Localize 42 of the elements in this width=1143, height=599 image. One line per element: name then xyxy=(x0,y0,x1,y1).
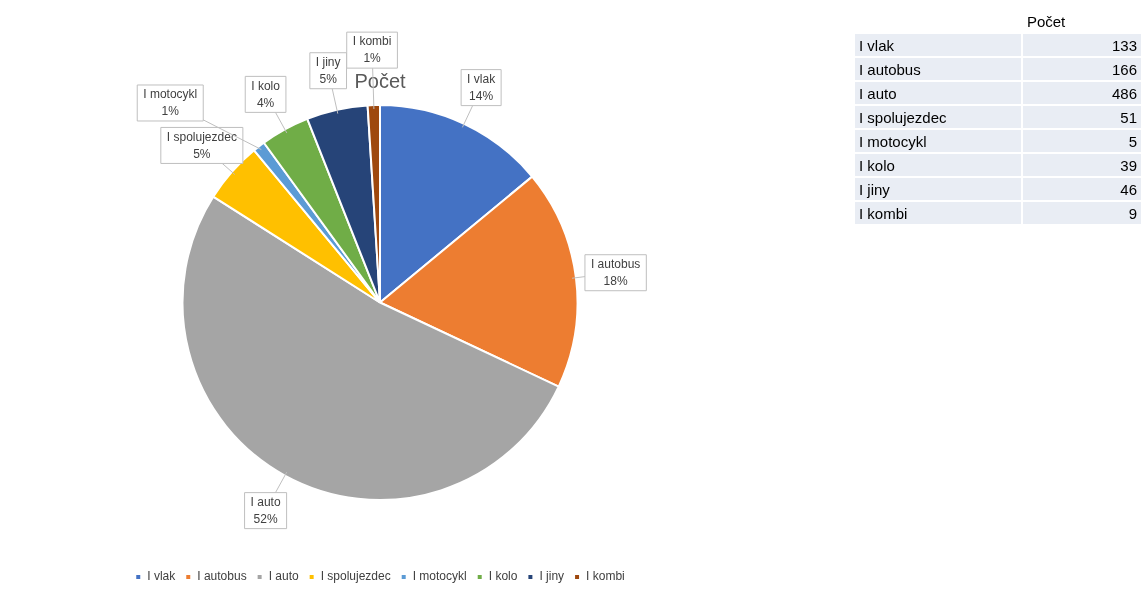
text: Počet xyxy=(354,69,407,92)
data-label: 486 xyxy=(1021,81,1142,105)
data-label: 5% xyxy=(193,146,211,161)
data-label: 14% xyxy=(469,88,494,103)
legend-label: I jiny xyxy=(539,569,565,584)
slice-label: I vlak xyxy=(467,71,497,86)
legend-label: I kolo xyxy=(488,569,518,584)
category-label: I vlak xyxy=(855,33,1022,57)
data-label: 18% xyxy=(603,274,628,289)
data-label: 39 xyxy=(1021,153,1142,177)
data-label: 4% xyxy=(256,95,275,110)
category-label: I autobus xyxy=(855,57,1022,81)
data-label: 51 xyxy=(1021,105,1142,129)
slice-label: I motocykl xyxy=(143,87,198,102)
data-label: 166 xyxy=(1021,57,1142,81)
data-label: 5 xyxy=(1021,129,1142,153)
data-label: 1% xyxy=(161,104,180,119)
category-label: I kolo xyxy=(855,153,1022,177)
category-label: I spolujezdec xyxy=(855,105,1022,129)
data-label: 5% xyxy=(319,72,338,87)
category-label: I jiny xyxy=(855,177,1022,201)
legend-label: I kombi xyxy=(586,569,625,584)
data-label: 9 xyxy=(1021,201,1142,225)
category-label: I kombi xyxy=(855,201,1022,225)
text: Počet xyxy=(1021,10,1142,33)
slice-label: I auto xyxy=(250,494,281,509)
slice-label: I kolo xyxy=(251,78,281,93)
slice-label: I jiny xyxy=(315,55,341,70)
data-label: 52% xyxy=(253,511,278,526)
slice-label: I autobus xyxy=(590,257,641,272)
legend-label: I spolujezdec xyxy=(320,569,391,584)
category-label: I auto xyxy=(855,81,1022,105)
legend-label: I autobus xyxy=(197,569,247,584)
slice-label: I kombi xyxy=(352,34,392,49)
legend-label: I auto xyxy=(268,569,299,584)
data-label: 133 xyxy=(1021,33,1142,57)
legend-label: I vlak xyxy=(147,569,177,584)
data-label: 1% xyxy=(363,51,382,66)
legend-label: I motocykl xyxy=(412,569,467,584)
data-label: 46 xyxy=(1021,177,1142,201)
slice-label: I spolujezdec xyxy=(166,129,237,144)
category-label: I motocykl xyxy=(855,129,1022,153)
